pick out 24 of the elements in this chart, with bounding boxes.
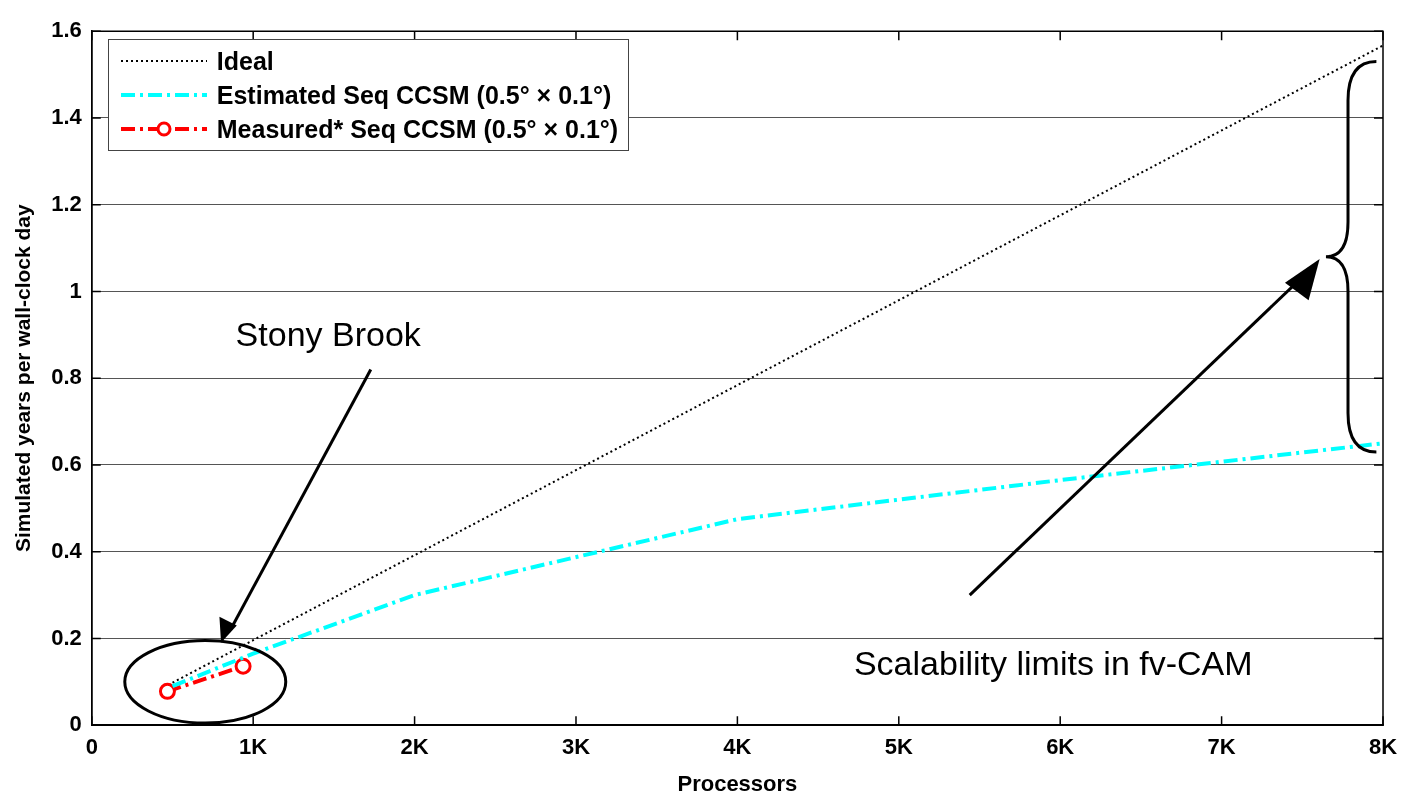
- x-tick-label: 3K: [561, 734, 591, 760]
- y-tick-label: 0.6: [51, 451, 82, 477]
- legend-label: Estimated Seq CCSM (0.5° × 0.1°): [216, 80, 612, 110]
- y-axis-title: Simulated years per wall-clock day: [11, 203, 35, 553]
- annotation: Stony Brook: [235, 314, 421, 354]
- y-tick-label: 0.2: [51, 624, 82, 650]
- y-tick-label: 1.2: [51, 190, 82, 216]
- x-tick-label: 4K: [723, 734, 752, 760]
- y-tick-label: 0.4: [51, 537, 83, 563]
- x-tick-label: 7K: [1207, 734, 1236, 760]
- legend-label: Measured* Seq CCSM (0.5° × 0.1°): [216, 114, 619, 144]
- x-tick-label: 2K: [400, 734, 429, 760]
- x-axis-title: Processors: [677, 770, 798, 796]
- y-tick-label: 1.4: [51, 104, 83, 130]
- x-tick-label: 1K: [239, 734, 268, 760]
- y-tick-label: 0.8: [51, 364, 82, 390]
- legend-label: Ideal: [216, 46, 274, 76]
- y-tick-label: 1: [69, 277, 82, 303]
- x-tick-label: 5K: [884, 734, 913, 760]
- y-tick-label: 0: [69, 711, 82, 737]
- x-tick-label: 8K: [1368, 734, 1398, 760]
- x-tick-label: 6K: [1046, 734, 1075, 760]
- annotation: Scalability limits in fv-CAM: [853, 644, 1253, 684]
- y-tick-label: 1.6: [51, 17, 82, 43]
